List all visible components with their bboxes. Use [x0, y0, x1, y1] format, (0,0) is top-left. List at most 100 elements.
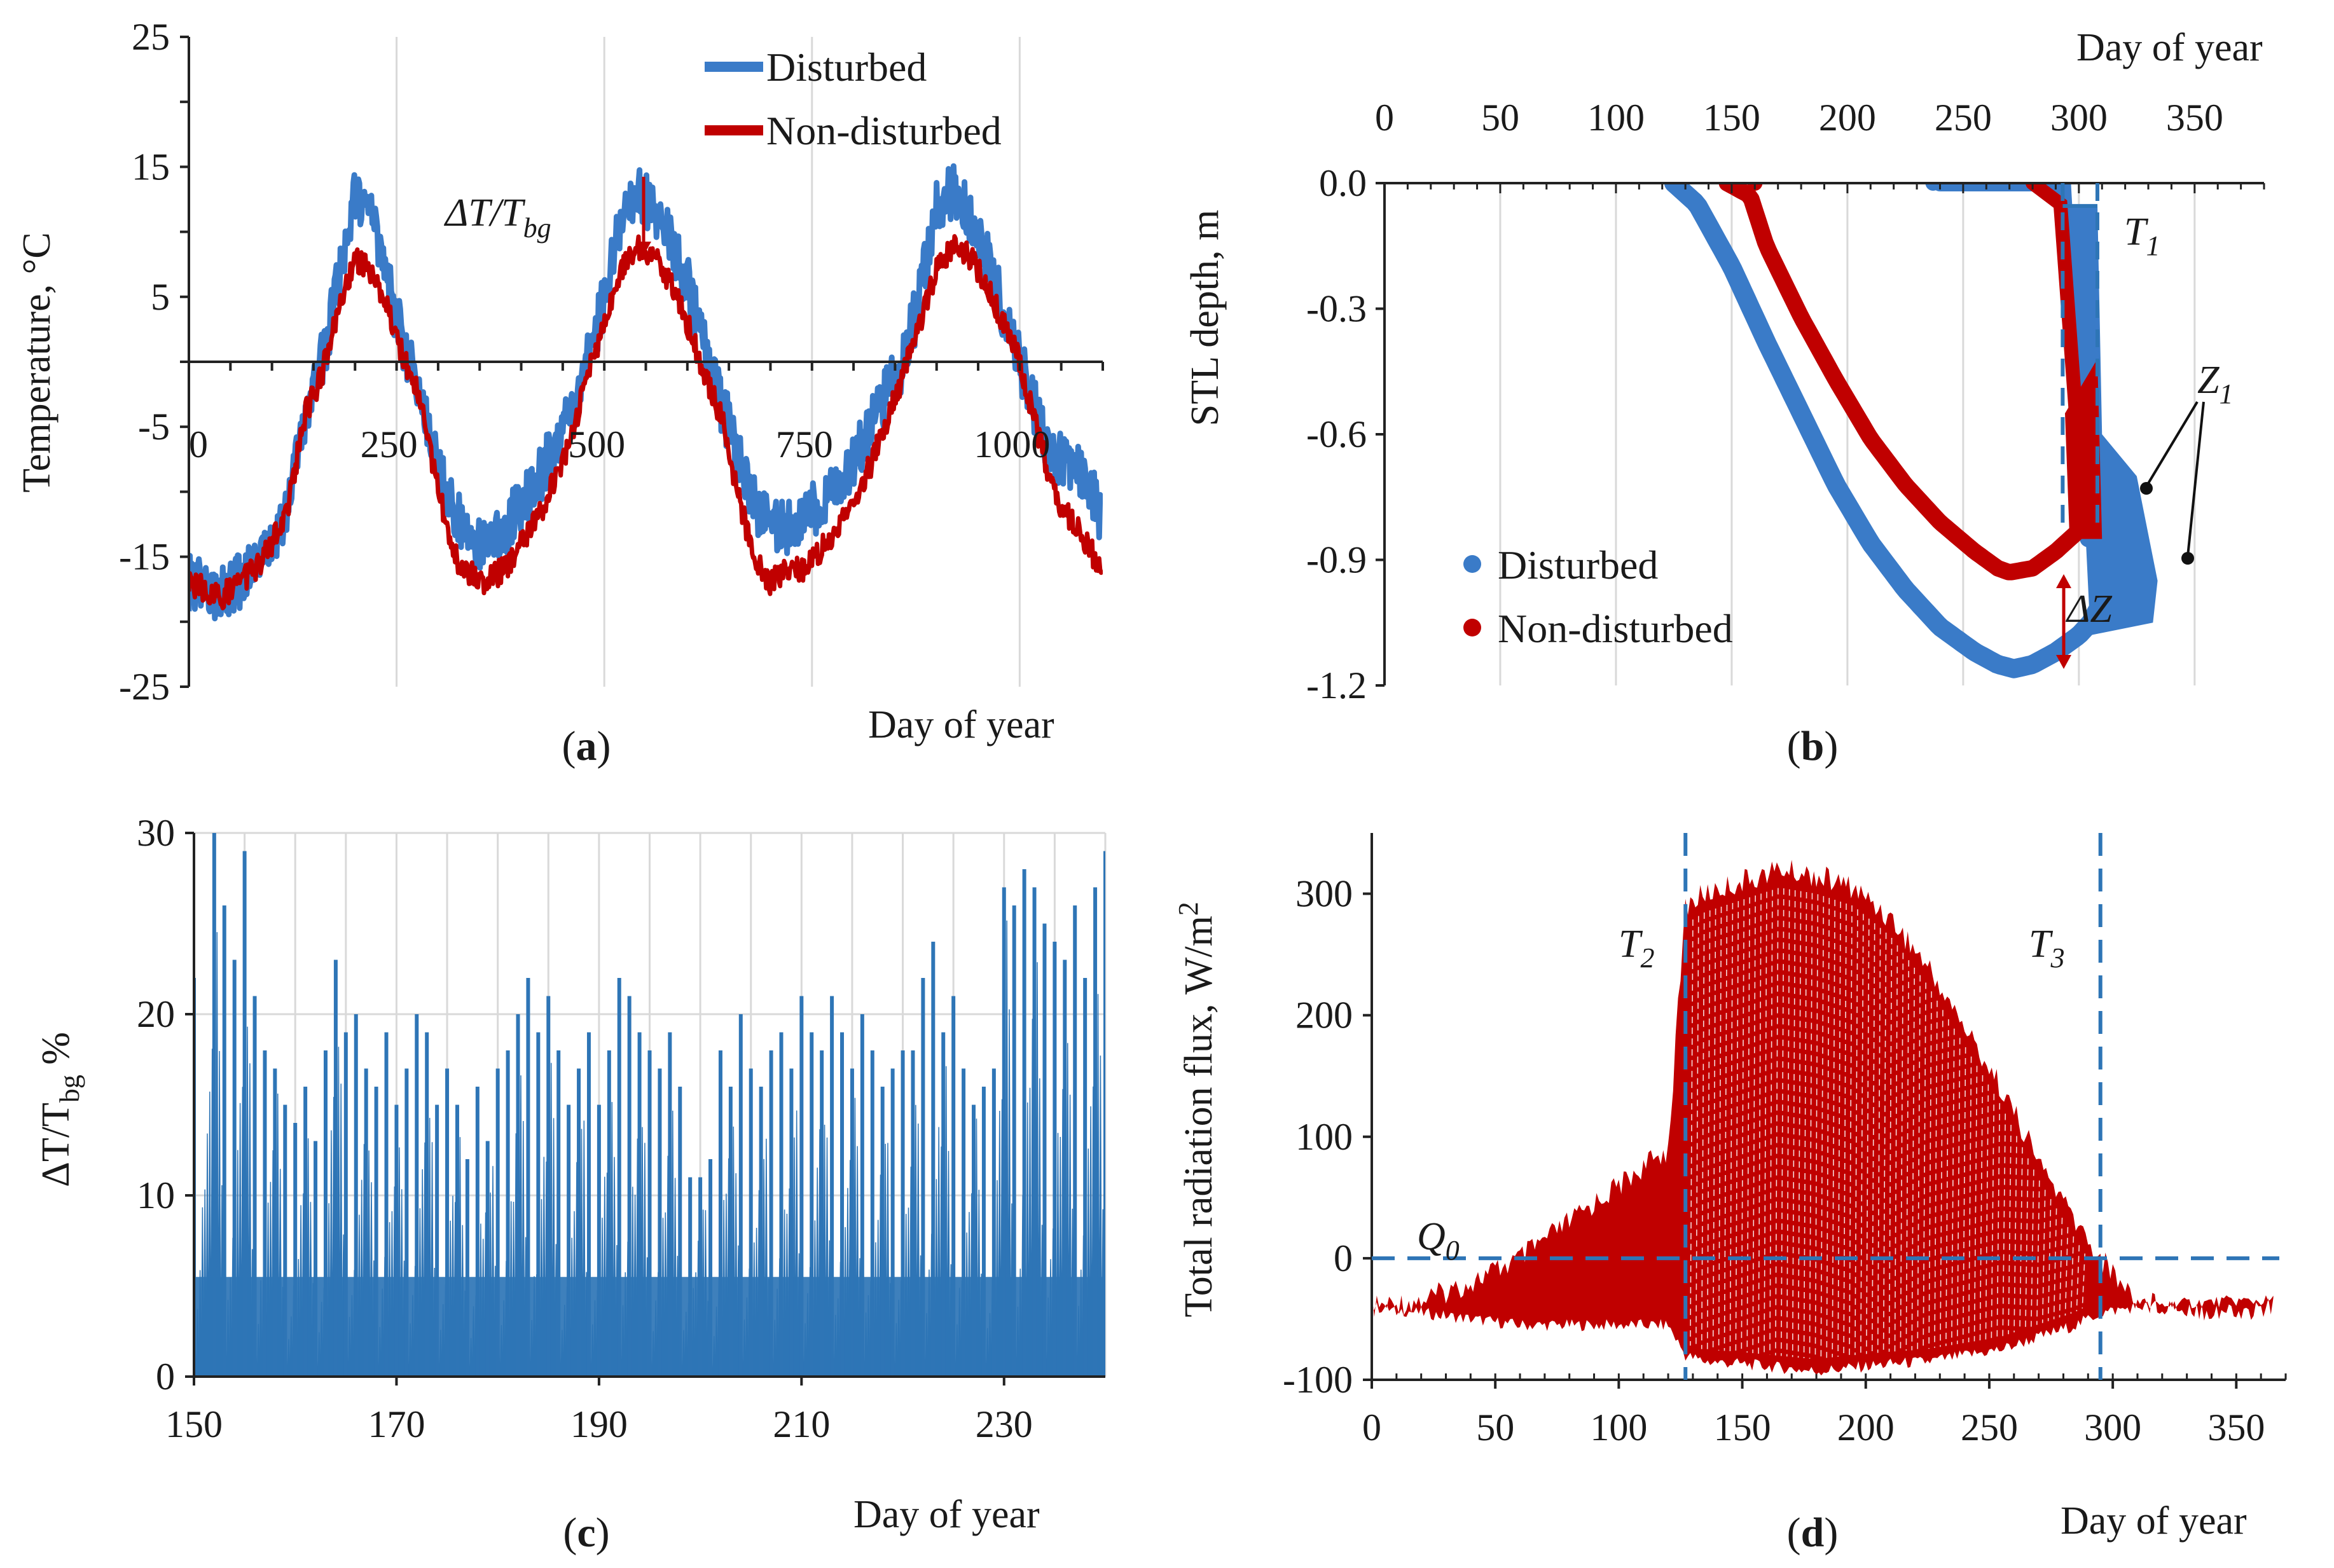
d-flux-hatch: [1746, 897, 1751, 1353]
d-flux-hatch: [1803, 892, 1807, 1358]
panel-b-legend: Disturbed Non-disturbed: [1463, 542, 1733, 651]
d-flux-hatch: [2041, 1190, 2046, 1323]
d-xtick-label: 200: [1837, 1406, 1895, 1448]
annotation-arrowhead: [636, 242, 651, 256]
panel-a-ylabel: Temperature, °C: [15, 232, 59, 493]
b-ytick-label: -0.3: [1306, 288, 1367, 330]
annotation-t1: T1: [2124, 210, 2160, 261]
d-xtick-label: 0: [1362, 1406, 1381, 1448]
panel-c-xlabel: Day of year: [853, 1493, 1040, 1536]
a-ytick-label: -15: [119, 536, 170, 578]
dz-arrowhead-down: [2056, 655, 2071, 669]
annotation-dz-label: ΔZ: [2065, 588, 2112, 631]
b-xtick-label: 350: [2166, 97, 2223, 139]
d-flux-hatch: [1792, 890, 1796, 1358]
panel-a-legend: Disturbed Non-disturbed: [705, 45, 1002, 153]
d-flux-hatch: [1820, 896, 1825, 1359]
b-xtick-label: 0: [1375, 97, 1394, 139]
panel-d-axes: [1363, 833, 2286, 1389]
b-series-non-disturbed-block: [2065, 359, 2103, 539]
d-flux-hatch: [1877, 928, 1881, 1353]
panel-a-annotation: ΔT/Tbg: [443, 177, 651, 256]
panel-c-axes: [185, 832, 1105, 1386]
d-flux-hatch: [1928, 991, 1932, 1349]
d-flux-hatch: [2013, 1136, 2017, 1333]
b-ytick-label: -0.9: [1306, 539, 1367, 581]
panel-d-ylabel: Total radiation flux, W/m2: [1173, 902, 1220, 1317]
d-flux-hatch: [1973, 1066, 1978, 1342]
d-flux-hatch: [2025, 1158, 2029, 1329]
panel-b: 0.0 -0.3 -0.6 -0.9 -1.2 0 50 100 150 200 250 300 350…: [1184, 26, 2265, 769]
d-flux-hatch: [2064, 1227, 2069, 1316]
d-xtick-label: 250: [1961, 1406, 2018, 1448]
d-flux-hatch: [1917, 975, 1921, 1350]
b-xtick-label: 150: [1703, 97, 1760, 139]
d-flux-hatch: [1723, 905, 1728, 1351]
panel-c-ylabel: ΔT/Tbg %: [34, 1032, 85, 1187]
a-ytick-label: 15: [132, 146, 170, 188]
d-flux-hatch: [1911, 967, 1916, 1351]
d-flux-hatch: [1934, 1000, 1938, 1348]
legend-label-non-disturbed: Non-disturbed: [766, 108, 1002, 153]
panel-d-series: [1372, 860, 2274, 1376]
legend-marker-disturbed: [1463, 555, 1481, 573]
d-xtick-label: 50: [1476, 1406, 1514, 1448]
d-flux-hatch: [1775, 888, 1779, 1356]
d-flux-hatch: [1729, 903, 1734, 1352]
c-xtick-label: 190: [570, 1403, 628, 1445]
d-flux-hatch: [1923, 982, 1926, 1350]
b-point: [1925, 183, 1941, 191]
d-flux-hatch: [1996, 1103, 2001, 1338]
d-flux-hatch: [1940, 1010, 1944, 1347]
annotation-z1-dot-1: [2140, 482, 2153, 495]
d-flux-hatch: [1905, 960, 1910, 1351]
a-xtick-label: 0: [189, 423, 208, 465]
d-flux-hatch: [2082, 1253, 2086, 1309]
panel-b-t1-markers: [2061, 183, 2099, 526]
legend-marker-non-disturbed: [1463, 619, 1481, 636]
d-flux-hatch: [1701, 912, 1705, 1349]
c-ytick-label: 30: [137, 812, 175, 854]
d-flux-hatch: [1781, 888, 1785, 1356]
c-ytick-label: 0: [156, 1356, 175, 1398]
panel-a-axes: [180, 36, 1104, 688]
a-series-non-disturbed: [189, 234, 1103, 610]
d-flux-hatch: [1814, 894, 1819, 1359]
c-ytick-label: 20: [137, 993, 175, 1035]
a-ytick-label: -25: [119, 666, 170, 708]
b-xtick-label: 250: [1935, 97, 1992, 139]
panel-b-ticks: 0.0 -0.3 -0.6 -0.9 -1.2 0 50 100 150 200 250 300 350: [1306, 97, 2223, 706]
d-flux-hatch: [1752, 895, 1756, 1354]
d-flux-hatch: [1979, 1075, 1984, 1341]
d-flux-hatch: [1695, 916, 1699, 1348]
d-flux-hatch: [1888, 937, 1893, 1352]
d-flux-hatch: [2076, 1245, 2080, 1312]
d-flux-hatch: [1860, 914, 1864, 1355]
d-flux-hatch: [2070, 1236, 2075, 1314]
d-flux-hatch: [1706, 910, 1711, 1350]
a-series-disturbed: [189, 163, 1103, 622]
a-xtick-label: 750: [776, 423, 833, 465]
panel-a-xlabel: Day of year: [868, 703, 1054, 746]
d-flux-hatch: [1797, 891, 1802, 1358]
d-ytick-label: -100: [1283, 1359, 1353, 1401]
d-xtick-label: 350: [2207, 1406, 2265, 1448]
c-xtick-label: 150: [165, 1403, 223, 1445]
d-flux-hatch: [1945, 1019, 1949, 1346]
dz-arrowhead-up: [2056, 574, 2071, 588]
panel-b-series: [1664, 183, 2158, 678]
panel-b-ylabel: STL depth, m: [1184, 210, 1227, 426]
d-ytick-label: 300: [1295, 873, 1353, 915]
c-xtick-label: 230: [976, 1403, 1033, 1445]
b-xtick-label: 300: [2050, 97, 2108, 139]
d-flux-hatch: [2036, 1180, 2040, 1325]
panel-a-series: [189, 163, 1103, 622]
d-flux-hatch: [1866, 918, 1870, 1354]
d-flux-hatch: [1832, 900, 1836, 1358]
annotation-dt-tbg: ΔT/Tbg: [443, 191, 551, 244]
d-flux-hatch: [2047, 1199, 2052, 1321]
panel-c-series: [194, 833, 1105, 1377]
d-flux-hatch: [1871, 923, 1875, 1354]
